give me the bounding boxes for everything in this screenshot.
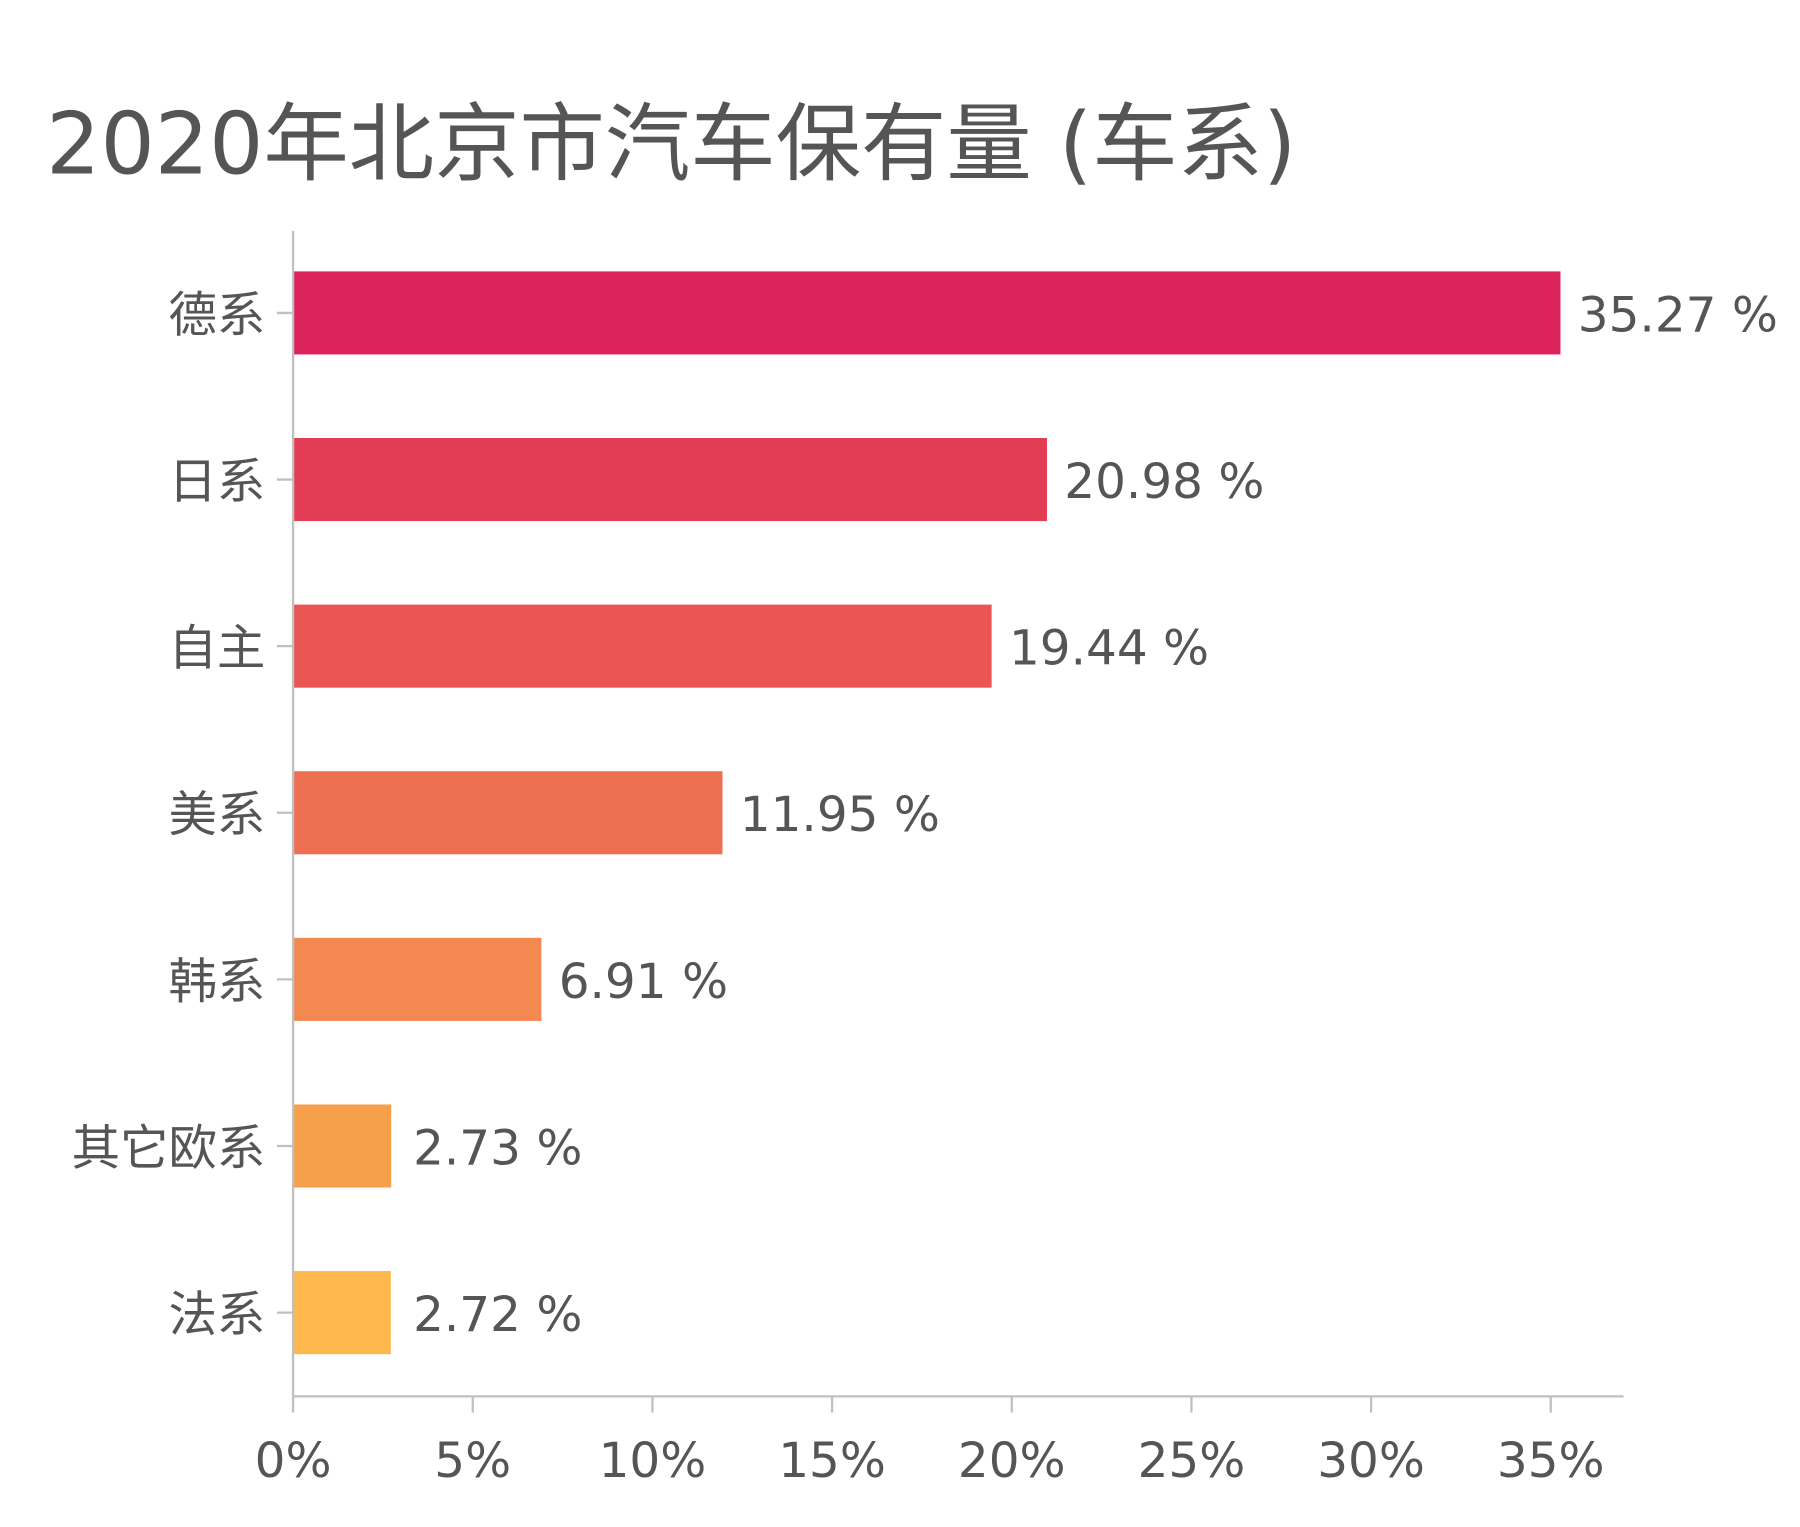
data-label: 11.95 % xyxy=(740,787,940,843)
bar xyxy=(293,1104,392,1188)
x-tick-label: 25% xyxy=(1138,1433,1246,1489)
x-tick-label: 35% xyxy=(1497,1433,1605,1489)
data-label: 6.91 % xyxy=(559,954,728,1010)
data-label: 2.72 % xyxy=(413,1287,582,1343)
x-tick-label: 0% xyxy=(255,1433,332,1489)
data-label: 2.73 % xyxy=(413,1120,582,1176)
data-label: 19.44 % xyxy=(1009,621,1209,677)
y-tick-label: 美系 xyxy=(168,787,265,843)
bar xyxy=(293,771,723,855)
x-tick-label: 30% xyxy=(1317,1433,1425,1489)
x-tick-label: 20% xyxy=(958,1433,1066,1489)
bar xyxy=(293,438,1047,522)
data-label: 20.98 % xyxy=(1064,454,1264,510)
y-tick-label: 德系 xyxy=(168,287,265,343)
bar xyxy=(293,271,1561,355)
y-tick-label: 其它欧系 xyxy=(72,1120,266,1176)
x-tick-label: 15% xyxy=(778,1433,886,1489)
chart-title: 2020年北京市汽车保有量 (车系) xyxy=(46,95,1296,194)
y-tick-label: 自主 xyxy=(168,621,265,677)
x-tick-label: 5% xyxy=(434,1433,511,1489)
data-label: 35.27 % xyxy=(1578,287,1778,343)
y-tick-label: 法系 xyxy=(168,1287,265,1343)
x-tick-label: 10% xyxy=(599,1433,707,1489)
y-tick-label: 韩系 xyxy=(168,954,265,1010)
bar xyxy=(293,604,992,688)
y-tick-label: 日系 xyxy=(168,454,265,510)
bar xyxy=(293,937,542,1021)
bar xyxy=(293,1271,391,1355)
